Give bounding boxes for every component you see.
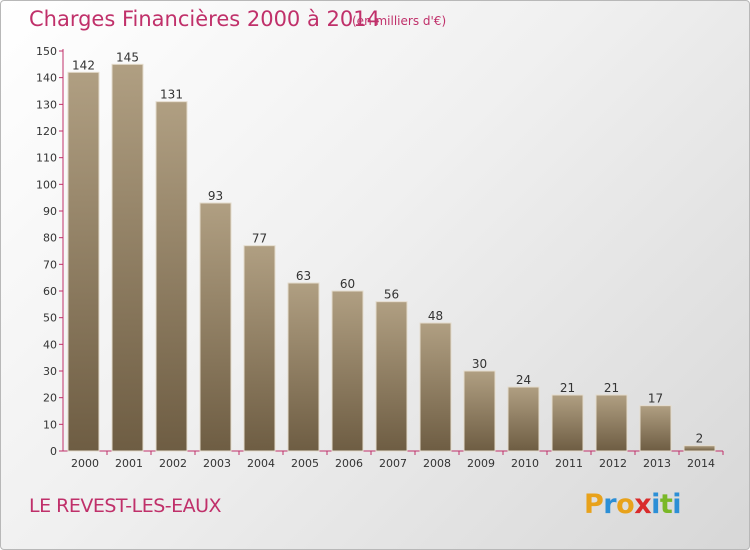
- data-label-2007: 56: [384, 288, 399, 302]
- bar-2004: [243, 245, 276, 452]
- data-label-2000: 142: [72, 58, 95, 72]
- data-label-2009: 30: [472, 357, 487, 371]
- x-tick-label-2006: 2006: [335, 457, 363, 470]
- data-label-2010: 24: [516, 373, 531, 387]
- x-tick-label-2009: 2009: [467, 457, 495, 470]
- data-label-2008: 48: [428, 309, 443, 323]
- axes: 0 10 20 30 40 50 60 70 80 90 100 110 120 130 140 150: [36, 45, 724, 458]
- bar-2012: [595, 394, 628, 452]
- x-tick-label-2012: 2012: [599, 457, 627, 470]
- x-tick-label-2003: 2003: [203, 457, 231, 470]
- y-tick-label: 80: [43, 232, 57, 245]
- y-tick-label: 20: [43, 392, 57, 405]
- y-tick-label: 10: [43, 418, 57, 431]
- logo-letter: r: [603, 489, 617, 520]
- bar-2011: [551, 394, 584, 452]
- logo-letter: i: [672, 489, 682, 520]
- x-tick-label-2010: 2010: [511, 457, 539, 470]
- data-label-2012: 21: [604, 381, 619, 395]
- unit-note: (en milliers d'€): [352, 14, 447, 28]
- logo-letter: i: [651, 489, 660, 520]
- bar-2003: [199, 202, 232, 452]
- logo-letter: P: [584, 489, 604, 520]
- y-tick-label: 60: [43, 285, 57, 298]
- labels: 142 2000 145 2001 131 2002 93 2003 77 2004 63 2005 6…: [71, 50, 715, 470]
- x-tick-label-2005: 2005: [291, 457, 319, 470]
- x-tick-label-2007: 2007: [379, 457, 407, 470]
- chart-title: Charges Financières 2000 à 2014: [29, 7, 380, 31]
- data-label-2002: 131: [160, 88, 183, 102]
- x-tick-label-2002: 2002: [159, 457, 187, 470]
- y-tick-label: 70: [43, 258, 57, 271]
- bars: [67, 63, 716, 452]
- y-tick-label: 50: [43, 312, 57, 325]
- x-tick-label-2004: 2004: [247, 457, 275, 470]
- data-label-2004: 77: [252, 232, 267, 246]
- bar-2005: [287, 282, 320, 452]
- y-tick-label: 150: [36, 45, 57, 58]
- x-tick-label-2001: 2001: [115, 457, 143, 470]
- x-tick-label-2000: 2000: [71, 457, 99, 470]
- bar-2008: [419, 322, 452, 452]
- data-label-2003: 93: [208, 189, 223, 203]
- bar-2002: [155, 101, 188, 452]
- y-tick-label: 40: [43, 338, 57, 351]
- logo-letter: x: [634, 489, 652, 520]
- proxiti-logo[interactable]: Proxiti: [584, 489, 682, 520]
- y-tick-label: 0: [50, 445, 57, 458]
- y-tick-label: 120: [36, 125, 57, 138]
- logo-letter: t: [659, 489, 673, 520]
- bar-2009: [463, 370, 496, 452]
- y-tick-label: 90: [43, 205, 57, 218]
- logo-letter: o: [616, 489, 635, 520]
- data-label-2005: 63: [296, 269, 311, 283]
- commune-name: LE REVEST-LES-EAUX: [29, 495, 222, 517]
- bar-2006: [331, 290, 364, 452]
- data-label-2006: 60: [340, 277, 355, 291]
- bar-2001: [111, 63, 144, 452]
- y-tick-label: 100: [36, 178, 57, 191]
- x-tick-label-2013: 2013: [643, 457, 671, 470]
- bar-2013: [639, 405, 672, 452]
- data-label-2001: 145: [116, 50, 139, 64]
- x-tick-label-2008: 2008: [423, 457, 451, 470]
- y-tick-label: 140: [36, 72, 57, 85]
- x-tick-label-2011: 2011: [555, 457, 583, 470]
- bar-2007: [375, 301, 408, 452]
- bar-2010: [507, 386, 540, 452]
- y-tick-label: 30: [43, 365, 57, 378]
- x-tick-label-2014: 2014: [687, 457, 715, 470]
- y-tick-label: 110: [36, 152, 57, 165]
- bar-2014: [683, 445, 716, 452]
- y-tick-label: 130: [36, 98, 57, 111]
- data-label-2014: 2: [696, 432, 704, 446]
- bar-2000: [67, 71, 100, 452]
- data-label-2013: 17: [648, 392, 663, 406]
- data-label-2011: 21: [560, 381, 575, 395]
